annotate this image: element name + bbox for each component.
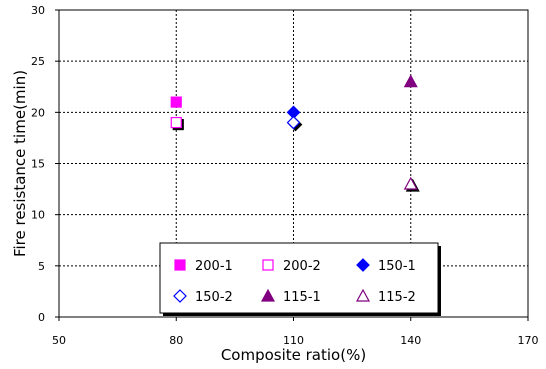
gridlines — [59, 10, 528, 317]
data-point-150-2 — [286, 115, 303, 132]
legend-label-200-1: 200-1 — [195, 259, 233, 274]
legend-marker-150-1 — [356, 258, 370, 272]
x-tick-label: 80 — [169, 334, 183, 347]
data-point-200-2 — [170, 116, 184, 131]
legend-marker-150-2 — [173, 289, 187, 303]
y-tick-label: 20 — [31, 106, 45, 119]
legend-label-115-1: 115-1 — [283, 290, 321, 305]
x-tick-label: 50 — [52, 334, 66, 347]
y-tick-label: 25 — [31, 55, 45, 68]
x-tick-label: 140 — [400, 334, 421, 347]
legend-marker-115-2 — [355, 288, 371, 302]
x-tick-label: 170 — [518, 334, 539, 347]
legend-box — [159, 242, 439, 314]
data-point-200-1 — [170, 96, 182, 108]
legend-marker-200-2 — [262, 259, 274, 271]
legend-label-115-2: 115-2 — [378, 290, 416, 305]
data-point-115-2 — [403, 176, 420, 192]
x-tick-label: 110 — [283, 334, 304, 347]
x-axis-label: Composite ratio(%) — [221, 346, 366, 364]
legend-label-150-2: 150-2 — [195, 290, 233, 305]
legend: 200-1 200-2 150-1 150-2 115-1 115-2 — [159, 242, 441, 316]
y-tick-label: 15 — [31, 158, 45, 171]
data-points — [170, 74, 420, 192]
y-tick-label: 10 — [31, 209, 45, 222]
legend-marker-115-1 — [260, 288, 276, 302]
legend-label-200-2: 200-2 — [283, 259, 321, 274]
y-tick-label: 5 — [38, 260, 45, 273]
y-tick-label: 30 — [31, 4, 45, 17]
y-tick-label: 0 — [38, 311, 45, 324]
y-axis-label: Fire resistance time(min) — [11, 70, 29, 257]
axis-ticks: 50 80 110 140 170 0 5 10 15 20 25 30 — [31, 4, 539, 347]
legend-marker-200-1 — [174, 259, 186, 271]
legend-label-150-1: 150-1 — [378, 259, 416, 274]
data-point-115-1 — [403, 74, 418, 88]
